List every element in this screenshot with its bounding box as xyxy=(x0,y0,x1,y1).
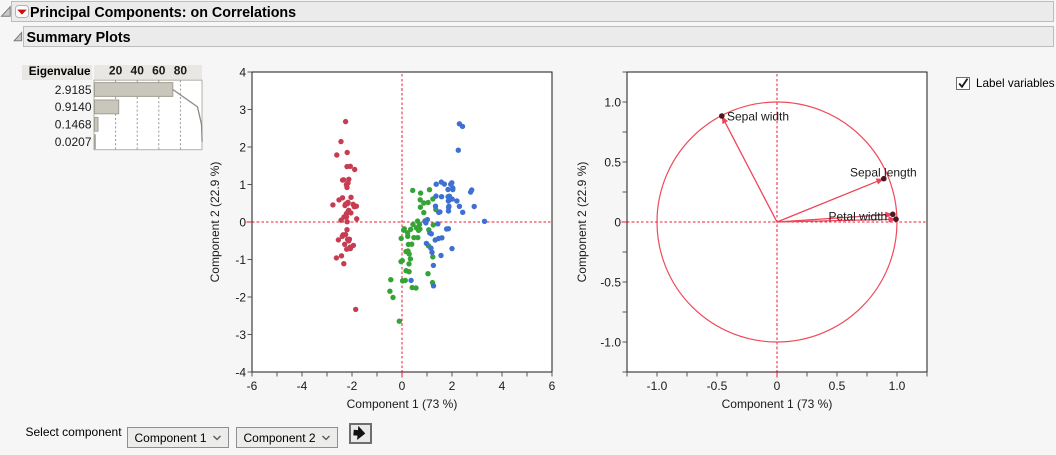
svg-text:1.0: 1.0 xyxy=(889,379,906,393)
svg-text:2: 2 xyxy=(239,141,246,155)
svg-text:0: 0 xyxy=(239,216,246,230)
svg-text:20: 20 xyxy=(109,64,123,78)
svg-text:0.5: 0.5 xyxy=(604,156,621,170)
svg-text:Sepal length: Sepal length xyxy=(850,166,917,180)
svg-text:2: 2 xyxy=(449,379,456,393)
svg-text:0.9140: 0.9140 xyxy=(55,100,92,114)
svg-text:0.1468: 0.1468 xyxy=(55,118,92,132)
svg-text:-1.0: -1.0 xyxy=(647,379,668,393)
svg-text:3: 3 xyxy=(239,103,246,117)
svg-text:1.0: 1.0 xyxy=(604,96,621,110)
svg-text:0.5: 0.5 xyxy=(829,379,846,393)
svg-text:-1: -1 xyxy=(235,253,246,267)
svg-text:2.9185: 2.9185 xyxy=(55,83,92,97)
svg-text:-0.5: -0.5 xyxy=(707,379,728,393)
svg-text:1: 1 xyxy=(239,178,246,192)
svg-text:Component 2 (22.9 %): Component 2 (22.9 %) xyxy=(575,162,589,283)
svg-text:-2: -2 xyxy=(347,379,358,393)
svg-text:-4: -4 xyxy=(235,366,246,380)
svg-text:6: 6 xyxy=(549,379,556,393)
svg-text:40: 40 xyxy=(131,64,145,78)
svg-text:Petal width: Petal width xyxy=(829,210,888,224)
svg-text:-6: -6 xyxy=(247,379,258,393)
svg-text:Sepal width: Sepal width xyxy=(727,110,789,124)
svg-text:-2: -2 xyxy=(235,291,246,305)
svg-text:-3: -3 xyxy=(235,328,246,342)
svg-text:-0.5: -0.5 xyxy=(600,276,621,290)
svg-text:Component 1 (73 %): Component 1 (73 %) xyxy=(722,397,833,411)
svg-text:4: 4 xyxy=(499,379,506,393)
svg-text:0: 0 xyxy=(614,216,621,230)
svg-text:0: 0 xyxy=(399,379,406,393)
svg-text:Component 1 (73 %): Component 1 (73 %) xyxy=(347,397,458,411)
svg-text:80: 80 xyxy=(174,64,188,78)
svg-text:0.0207: 0.0207 xyxy=(55,135,92,149)
svg-text:-4: -4 xyxy=(297,379,308,393)
svg-text:4: 4 xyxy=(239,66,246,80)
svg-text:-1.0: -1.0 xyxy=(600,336,621,350)
svg-text:60: 60 xyxy=(152,64,166,78)
svg-text:Component 2 (22.9 %): Component 2 (22.9 %) xyxy=(208,162,222,283)
svg-text:0: 0 xyxy=(774,379,781,393)
